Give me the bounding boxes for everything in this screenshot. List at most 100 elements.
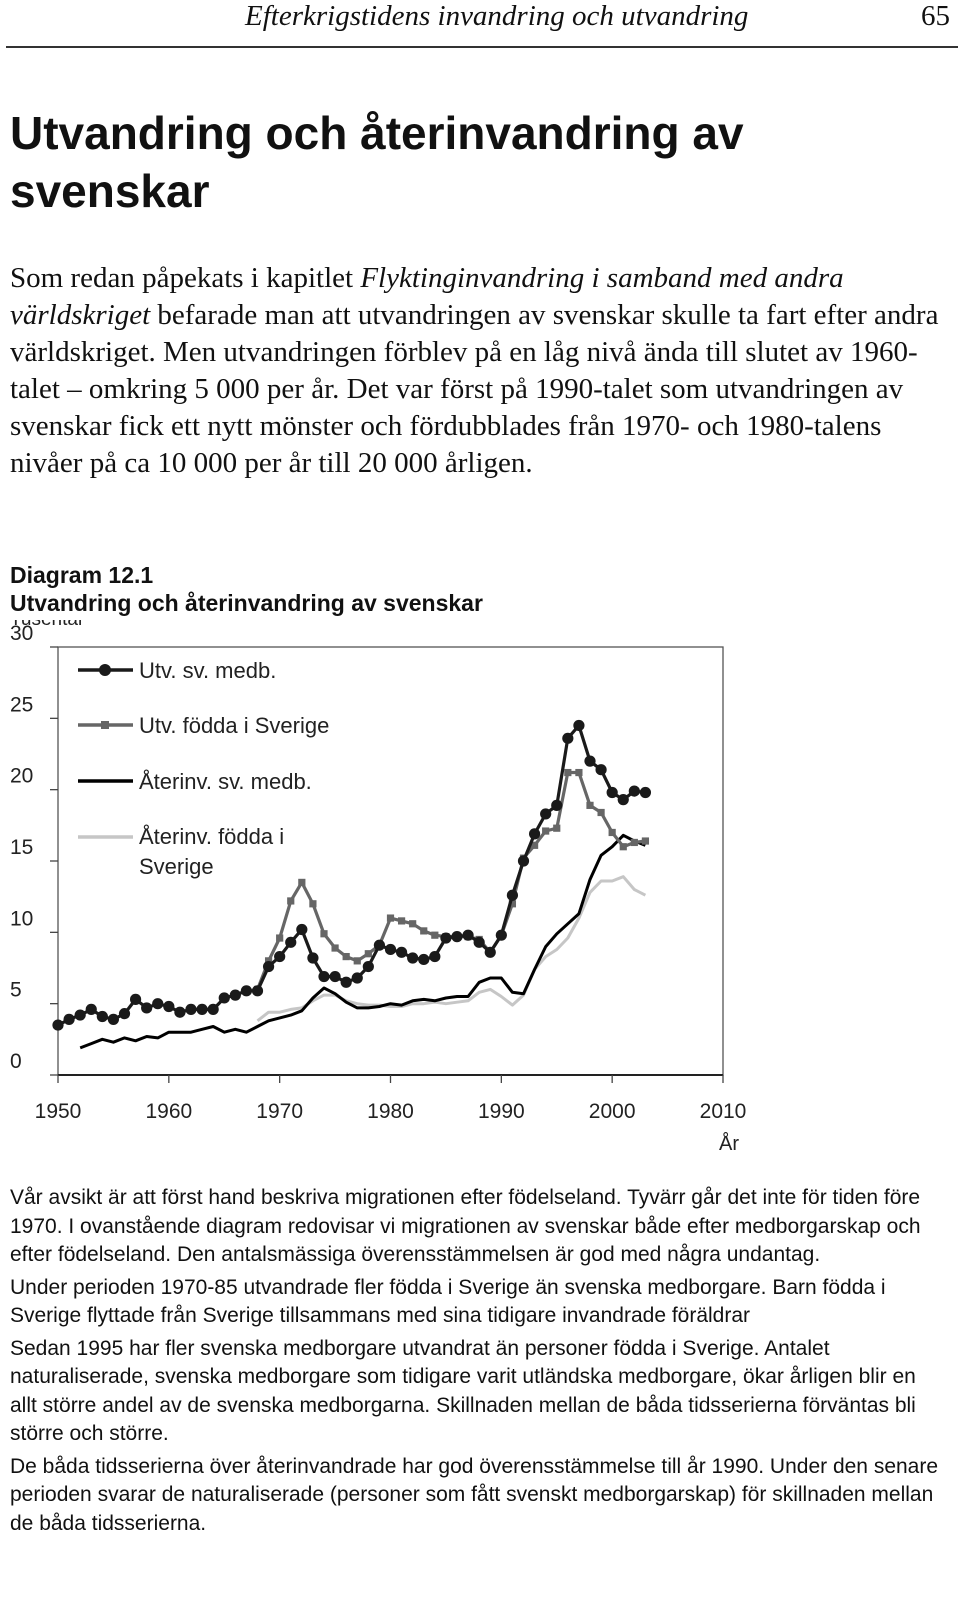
data-point bbox=[586, 801, 594, 809]
series-3 bbox=[256, 875, 647, 1022]
data-point bbox=[152, 998, 164, 1010]
data-point bbox=[384, 943, 397, 956]
series-line bbox=[256, 875, 647, 1022]
data-point bbox=[606, 786, 618, 799]
data-point bbox=[573, 719, 585, 732]
data-point bbox=[309, 900, 317, 908]
page-header: Efterkrigstidens invandring och utvandri… bbox=[0, 0, 960, 48]
data-point bbox=[628, 785, 640, 797]
data-point bbox=[506, 889, 519, 901]
data-point bbox=[229, 989, 241, 1001]
data-point bbox=[342, 952, 350, 961]
data-point bbox=[362, 960, 374, 973]
figure-number: Diagram 12.1 bbox=[10, 562, 154, 588]
data-point bbox=[96, 1010, 108, 1023]
data-point bbox=[484, 946, 496, 958]
data-point bbox=[251, 985, 264, 997]
x-tick-label: 1980 bbox=[367, 1100, 414, 1123]
data-point bbox=[397, 917, 406, 925]
data-point bbox=[540, 808, 552, 820]
data-point bbox=[386, 914, 395, 922]
data-point bbox=[262, 960, 275, 973]
data-point bbox=[307, 952, 319, 964]
data-point bbox=[285, 936, 297, 948]
body-paragraph: Vår avsikt är att först hand beskriva mi… bbox=[10, 1186, 921, 1266]
x-tick-label: 2010 bbox=[700, 1100, 747, 1123]
body-text: Vår avsikt är att först hand beskriva mi… bbox=[10, 1184, 945, 1542]
data-point bbox=[639, 786, 652, 799]
data-point bbox=[264, 957, 273, 965]
legend: Utv. sv. medb. Utv. födda i Sverige Återin… bbox=[78, 658, 329, 879]
y-tick-label: 30 bbox=[10, 622, 33, 645]
intro-text-1: Som redan påpekats i kapitlet bbox=[10, 262, 361, 294]
data-point bbox=[240, 985, 253, 997]
line-chart: 0 5 10 15 20 25 30 1950 1960 1970 1980 1990 2000 2010… bbox=[10, 620, 746, 1155]
body-paragraph: Sedan 1995 har fler svenska medborgare u… bbox=[10, 1336, 916, 1446]
data-point bbox=[353, 957, 361, 965]
data-point bbox=[296, 923, 308, 936]
data-point bbox=[619, 843, 627, 851]
data-point bbox=[274, 950, 286, 963]
data-point bbox=[118, 1008, 131, 1020]
body-paragraph: Under perioden 1970-85 utvandrade fler f… bbox=[10, 1275, 886, 1328]
data-point bbox=[517, 855, 530, 867]
data-point bbox=[617, 794, 629, 806]
data-point bbox=[52, 1019, 64, 1031]
data-point bbox=[320, 930, 328, 938]
data-point bbox=[287, 897, 295, 905]
data-point bbox=[63, 1013, 75, 1025]
header-rule bbox=[6, 46, 958, 48]
data-point bbox=[462, 929, 474, 941]
data-point bbox=[409, 920, 417, 928]
data-point bbox=[440, 932, 452, 944]
data-point bbox=[395, 946, 408, 958]
data-point bbox=[74, 1009, 86, 1021]
data-point bbox=[553, 824, 561, 832]
legend-swatch-marker bbox=[99, 664, 111, 676]
x-tick-label: 1970 bbox=[256, 1100, 303, 1123]
y-tick-label: 15 bbox=[10, 836, 33, 859]
data-point bbox=[575, 768, 583, 777]
data-point bbox=[542, 827, 550, 835]
data-point bbox=[641, 837, 650, 845]
data-point bbox=[418, 953, 430, 966]
intro-text-2: befarade man att utvandringen av svenska… bbox=[10, 299, 939, 479]
y-tick-label: 0 bbox=[10, 1050, 22, 1073]
data-point bbox=[298, 878, 306, 886]
data-point bbox=[276, 934, 284, 942]
page-number: 65 bbox=[921, 0, 950, 32]
data-point bbox=[473, 936, 485, 948]
data-point bbox=[429, 950, 441, 963]
data-point bbox=[564, 768, 572, 777]
legend-item: Återinv. sv. medb. bbox=[78, 769, 312, 794]
data-point bbox=[141, 1002, 153, 1014]
y-tick-label: 10 bbox=[10, 907, 33, 930]
data-point bbox=[530, 841, 539, 849]
data-point bbox=[508, 900, 517, 908]
legend-label: Återinv. födda i Sverige bbox=[139, 824, 284, 879]
x-tick-label: 1960 bbox=[145, 1100, 192, 1123]
figure-title: Utvandring och återinvandring av svenska… bbox=[10, 590, 483, 616]
data-point bbox=[551, 799, 563, 811]
data-point bbox=[373, 939, 386, 951]
y-axis-label: Tusental bbox=[10, 620, 82, 630]
data-point bbox=[451, 931, 463, 943]
data-point bbox=[528, 828, 541, 840]
data-point bbox=[495, 929, 507, 941]
data-point bbox=[608, 828, 616, 837]
y-tick-label: 25 bbox=[10, 693, 33, 716]
x-tick-label: 1990 bbox=[478, 1100, 525, 1123]
data-point bbox=[364, 950, 372, 958]
data-point bbox=[174, 1006, 186, 1018]
data-point bbox=[331, 944, 339, 952]
intro-paragraph: Som redan påpekats i kapitlet Flyktingin… bbox=[10, 260, 945, 482]
section-title: Utvandring och återinvandring av svenska… bbox=[10, 107, 744, 217]
data-point bbox=[431, 931, 439, 939]
data-point bbox=[85, 1003, 97, 1015]
legend-label: Utv. födda i Sverige bbox=[139, 713, 329, 738]
data-point bbox=[340, 976, 352, 988]
axes: 0 5 10 15 20 25 30 1950 1960 1970 1980 1990 2000 2010 bbox=[10, 622, 746, 1123]
data-point bbox=[562, 732, 574, 744]
data-point bbox=[318, 970, 330, 983]
data-point bbox=[129, 993, 142, 1005]
